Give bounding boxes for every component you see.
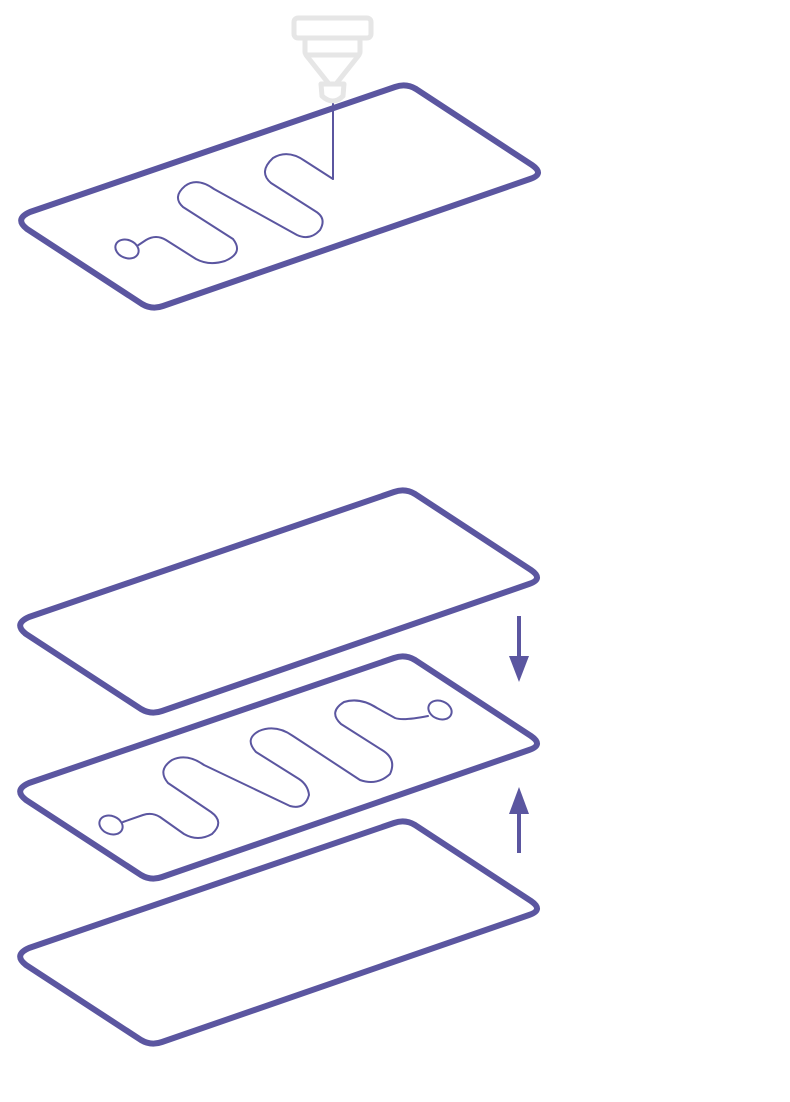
- bottom-base-plate: [17, 818, 540, 1047]
- printed-channel-inlet-port: [114, 238, 140, 260]
- stacked-channel-inlet-port: [98, 814, 124, 836]
- stacked-channel-outlet-port: [427, 699, 453, 721]
- printed-serpentine-channel: [136, 153, 334, 265]
- stacked-serpentine-channel: [122, 699, 429, 839]
- printer-nozzle-icon: [291, 15, 374, 104]
- arrow-down-icon: [509, 616, 529, 682]
- print-bed-plate: [18, 82, 541, 311]
- channel-layer-plate: [17, 653, 540, 882]
- arrow-up-icon: [509, 787, 529, 853]
- printing-step: [18, 15, 541, 311]
- stacking-step: [17, 487, 540, 1047]
- top-cover-plate: [17, 487, 540, 716]
